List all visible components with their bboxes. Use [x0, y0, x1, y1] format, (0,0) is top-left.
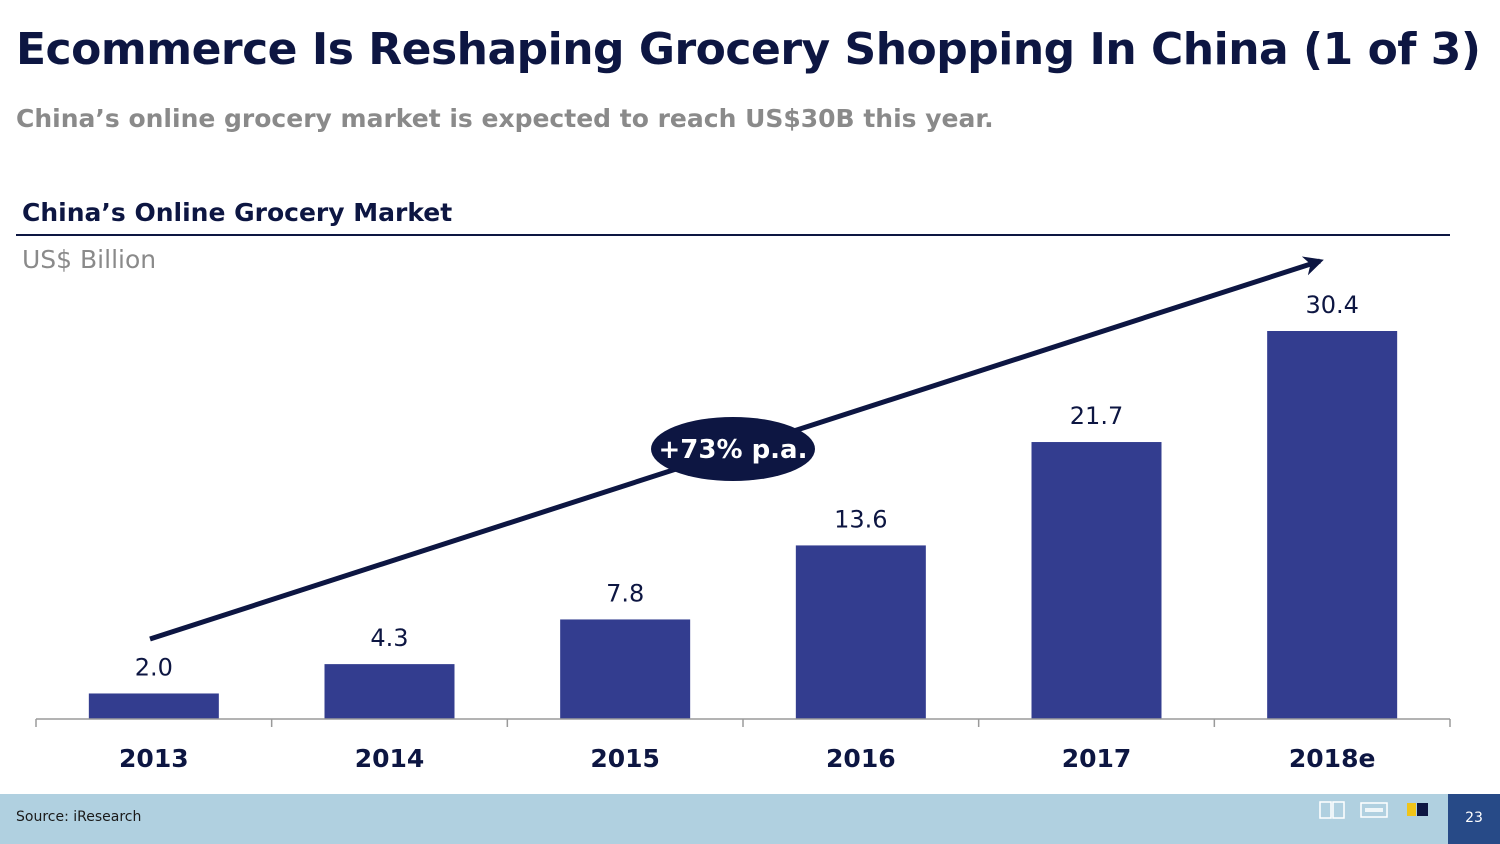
x-tick-label-2014: 2014	[355, 744, 425, 773]
page-number-box: 23	[1448, 794, 1500, 844]
bar-chart: 2.04.37.813.621.730.4 2013 2014 2015 2016 20…	[35, 256, 1451, 773]
bar-2014	[324, 664, 455, 719]
page-subtitle: China’s online grocery market is expecte…	[16, 104, 994, 133]
data-label-2015: 7.8	[606, 579, 644, 607]
x-tick-label-2017: 2017	[1062, 744, 1132, 773]
data-label-2013: 2.0	[135, 653, 173, 681]
x-tick-label-2015: 2015	[590, 744, 660, 773]
trend-annotation: +73% p.a.	[149, 256, 1324, 642]
data-label-2014: 4.3	[370, 624, 408, 652]
research-logo-icon	[1404, 800, 1432, 826]
bars-layer: 2.0 4.3 7.8 13.6 21.7 30.4	[88, 291, 1398, 719]
bar-2017	[1031, 442, 1162, 719]
footer: Source: iResearch 23	[0, 794, 1500, 844]
page-number: 23	[1465, 810, 1483, 826]
page-title: Ecommerce Is Reshaping Grocery Shopping …	[16, 24, 1481, 75]
data-label-2018e: 30.4	[1305, 291, 1358, 319]
data-label-2017: 21.7	[1070, 402, 1123, 430]
brand-box-logo-icon	[1360, 800, 1388, 826]
chart-unit-label: US$ Billion	[22, 245, 157, 274]
cagr-label: +73% p.a.	[659, 435, 808, 465]
bar-2013	[88, 693, 219, 719]
data-label-2016: 13.6	[834, 505, 887, 533]
chart-title-rule	[16, 234, 1450, 236]
x-axis: 2013 2014 2015 2016 2017 2018e	[35, 718, 1451, 773]
bar-2015	[560, 619, 691, 719]
cagr-bubble	[651, 417, 815, 481]
bar-2016	[795, 545, 926, 719]
book-logo-icon	[1318, 800, 1346, 826]
x-tick-label-2013: 2013	[119, 744, 189, 773]
x-tick-label-2016: 2016	[826, 744, 896, 773]
chart-title: China’s Online Grocery Market	[22, 198, 453, 227]
x-tick-label-2018e: 2018e	[1289, 744, 1376, 773]
bar-2018e	[1267, 331, 1398, 719]
source-note: Source: iResearch	[16, 809, 142, 825]
